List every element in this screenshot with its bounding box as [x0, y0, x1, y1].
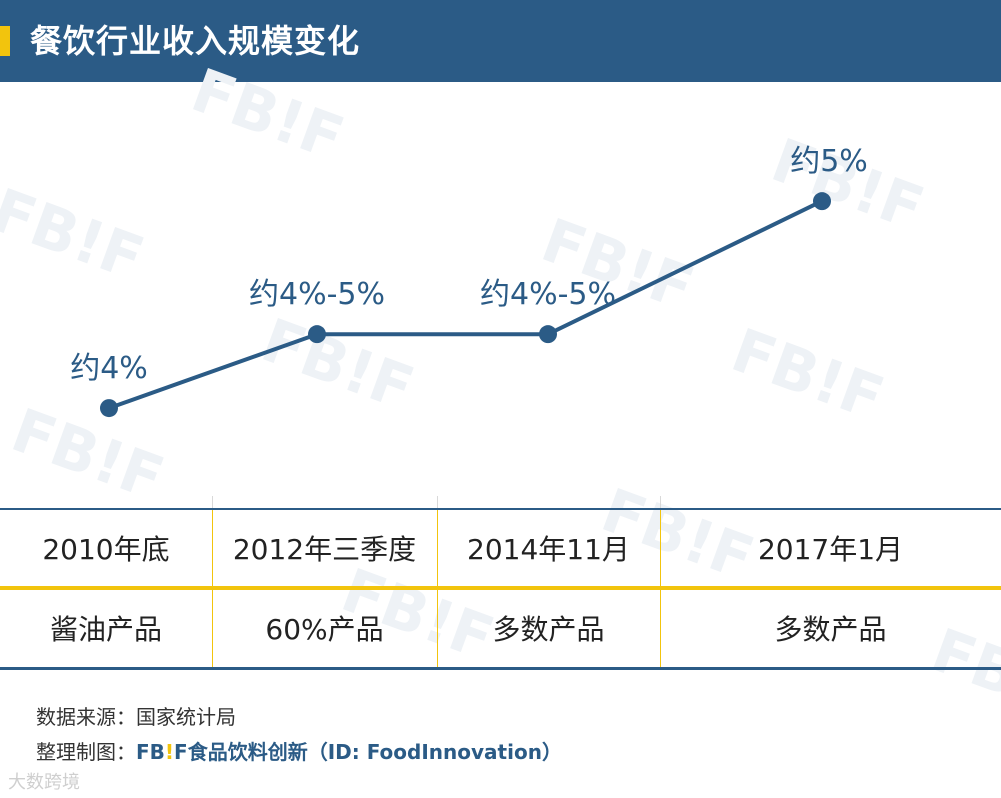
made-by-label: 整理制图： — [36, 740, 136, 764]
product-cell: 酱油产品 — [49, 613, 162, 646]
data-label: 约4%-5% — [249, 277, 385, 312]
source-label: 数据来源： — [36, 705, 136, 729]
date-cell: 2012年三季度 — [232, 533, 417, 566]
made-by-line: 整理制图：FB!F食品饮料创新（ID: FoodInnovation） — [36, 735, 562, 770]
header-bar: 餐饮行业收入规模变化 — [0, 0, 1001, 82]
data-table: 2010年底 2012年三季度 2014年11月 2017年1月酱油产品 60%产品 多数… — [0, 496, 1001, 672]
series-line — [108, 199, 823, 410]
date-cell: 2010年底 — [42, 533, 170, 566]
data-label: 约4%-5% — [480, 277, 616, 312]
product-cell: 多数产品 — [492, 613, 605, 646]
table-top-rule — [0, 508, 1001, 510]
source-value: 国家统计局 — [136, 705, 236, 729]
table-mid-rule — [0, 586, 1001, 590]
column-tick — [437, 496, 438, 508]
brand-logo: FB!F — [136, 740, 188, 764]
column-tick — [212, 496, 213, 508]
data-point — [308, 325, 326, 344]
corner-watermark: 大数跨境 — [8, 772, 80, 793]
data-label: 约4% — [70, 351, 148, 386]
data-label: 约5% — [790, 144, 868, 179]
column-tick — [660, 496, 661, 508]
line-chart: 约4% 约4%-5% 约4%-5% 约5% — [70, 144, 868, 418]
footer: 数据来源：国家统计局 整理制图：FB!F食品饮料创新（ID: FoodInnov… — [36, 700, 562, 770]
title-accent-bar — [0, 26, 10, 56]
date-cell: 2014年11月 — [467, 533, 630, 566]
source-line: 数据来源：国家统计局 — [36, 700, 562, 735]
column-divider — [212, 510, 213, 667]
column-divider — [437, 510, 438, 667]
page-title: 餐饮行业收入规模变化 — [30, 22, 361, 60]
data-point — [813, 192, 831, 211]
table-bottom-rule — [0, 667, 1001, 670]
data-point — [100, 399, 118, 418]
column-divider — [660, 510, 661, 667]
product-cell: 60%产品 — [265, 613, 384, 646]
date-cell: 2017年1月 — [757, 533, 904, 566]
brand-name: 食品饮料创新（ID: FoodInnovation） — [187, 740, 562, 764]
data-point — [539, 325, 557, 344]
product-cell: 多数产品 — [774, 613, 887, 646]
